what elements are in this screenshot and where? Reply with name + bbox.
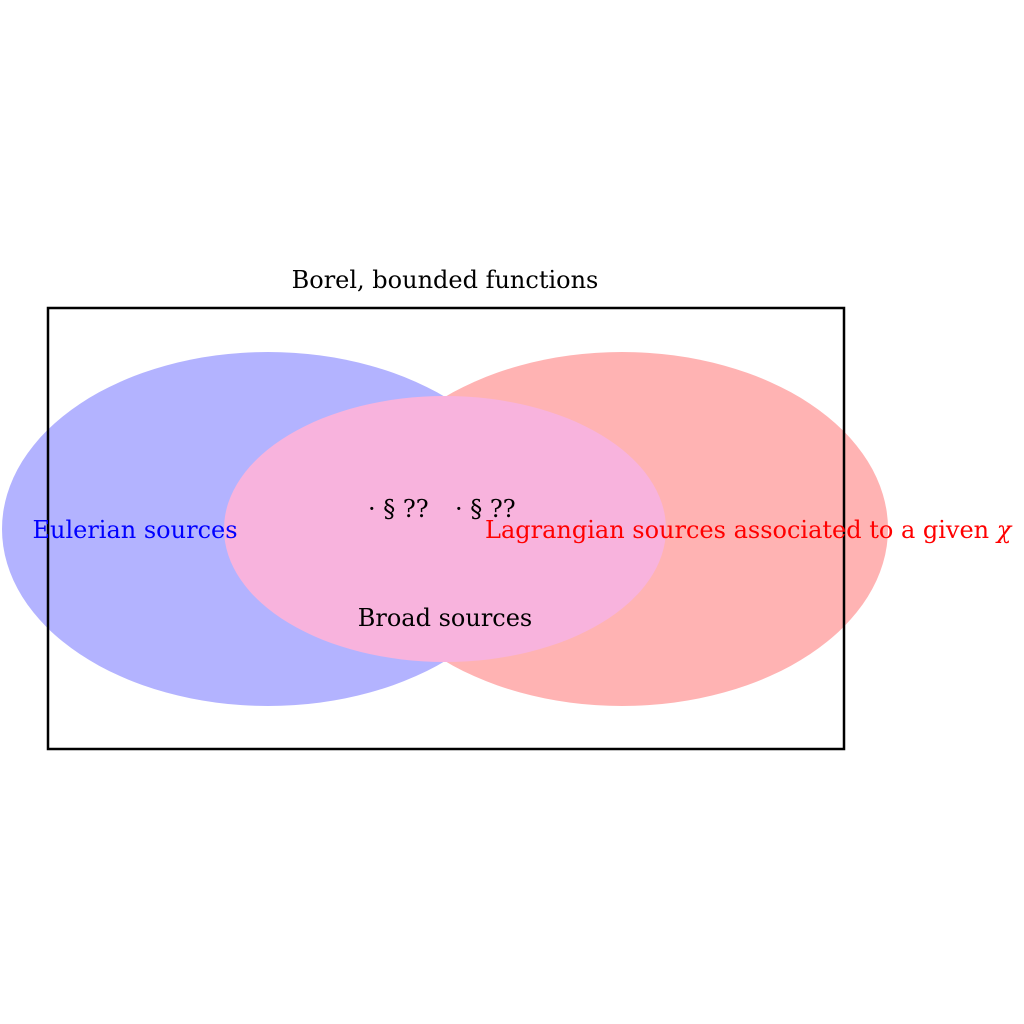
lagrangian-sources-label: Lagrangian sources associated to a given… [485, 516, 1013, 544]
section-reference-1: · § ?? [368, 495, 429, 523]
broad-sources-label: Broad sources [358, 604, 533, 632]
borel-bounded-functions-box [46, 306, 846, 751]
section-reference-2: · § ?? [455, 495, 516, 523]
eulerian-sources-label: Eulerian sources [32, 516, 237, 544]
lagrangian-sources-text: Lagrangian sources associated to a given [485, 516, 997, 544]
borel-bounded-functions-label: Borel, bounded functions [292, 266, 599, 294]
chi-symbol: χ [995, 516, 1013, 544]
broad-sources-region [224, 396, 666, 662]
